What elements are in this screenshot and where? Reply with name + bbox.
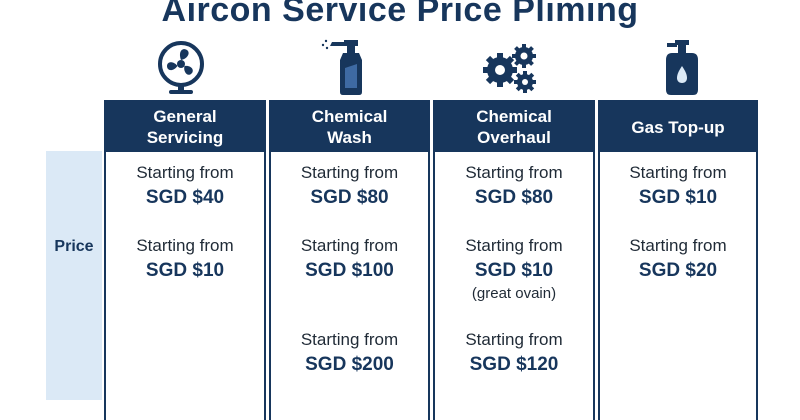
price-entry: Starting from SGD $200 (271, 329, 428, 378)
price-prefix: Starting from (300, 163, 399, 182)
column-chemical-overhaul: Chemical Overhaul Starting from SGD $80 … (433, 100, 595, 420)
price-note: (great ovain) (471, 285, 557, 302)
column-header: Chemical Overhaul (435, 102, 593, 152)
column-header-label: Chemical Wash (311, 107, 388, 147)
price-amount: SGD $10 (145, 260, 225, 281)
column-header-label: Chemical Overhaul (476, 107, 552, 147)
price-amount: SGD $10 (638, 187, 718, 208)
price-entry: Starting from SGD $100 (271, 235, 428, 284)
price-amount: SGD $80 (310, 187, 389, 208)
price-prefix: Starting from (136, 163, 234, 182)
price-prefix: Starting from (629, 236, 727, 255)
price-prefix: Starting from (300, 330, 399, 349)
price-entry: Starting from SGD $120 (435, 329, 593, 378)
price-amount: SGD $10 (474, 260, 554, 281)
column-header: Gas Top-up (600, 102, 756, 152)
price-amount: SGD $20 (638, 260, 718, 281)
price-row-label: Price (54, 238, 94, 255)
price-amount: SGD $40 (145, 187, 225, 208)
price-entry: Starting from SGD $10 (great ovain) (435, 235, 593, 304)
price-prefix: Starting from (465, 330, 563, 349)
page-title: Aircon Service Price Pliming (161, 0, 639, 29)
spray-bottle-icon (318, 38, 378, 96)
column-header: General Servicing (106, 102, 264, 152)
price-prefix: Starting from (136, 236, 234, 255)
gas-cylinder-icon (650, 38, 710, 96)
column-chemical-wash: Chemical Wash Starting from SGD $80 Star… (269, 100, 430, 420)
column-header: Chemical Wash (271, 102, 428, 152)
price-entry: Starting from SGD $10 (600, 162, 756, 211)
price-prefix: Starting from (465, 236, 563, 255)
price-prefix: Starting from (300, 236, 399, 255)
price-row-band (46, 151, 102, 400)
column-header-label: General Servicing (146, 107, 224, 147)
price-amount: SGD $120 (469, 354, 559, 375)
price-amount: SGD $80 (474, 187, 554, 208)
price-entry: Starting from SGD $10 (106, 235, 264, 284)
price-amount: SGD $200 (305, 354, 394, 375)
column-header-label: Gas Top-up (631, 117, 725, 137)
price-prefix: Starting from (629, 163, 727, 182)
price-entry: Starting from SGD $20 (600, 235, 756, 284)
price-amount: SGD $100 (305, 260, 394, 281)
price-prefix: Starting from (465, 163, 563, 182)
price-entry: Starting from SGD $80 (435, 162, 593, 211)
price-entry: Starting from SGD $40 (106, 162, 264, 211)
column-gas-top-up: Gas Top-up Starting from SGD $10 Startin… (598, 100, 758, 420)
fan-icon (151, 38, 211, 96)
price-entry: Starting from SGD $80 (271, 162, 428, 211)
column-general-servicing: General Servicing Starting from SGD $40 … (104, 100, 266, 420)
gears-icon (480, 38, 540, 96)
